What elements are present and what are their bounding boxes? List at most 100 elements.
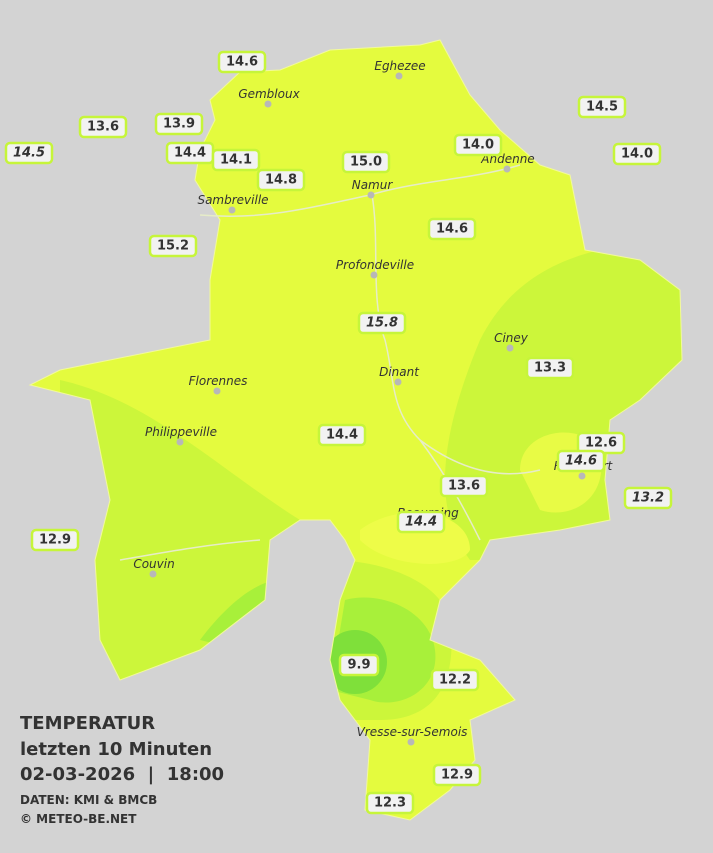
- station-value: 12.6: [585, 436, 617, 451]
- station-value: 14.1: [220, 153, 252, 168]
- city-dot: [578, 472, 586, 480]
- city-label: Namur: [352, 178, 394, 192]
- station-value: 13.6: [448, 479, 480, 494]
- station-value: 14.4: [405, 515, 437, 530]
- station: 12.3: [365, 791, 415, 815]
- station-box: [427, 217, 477, 241]
- station-value: 12.2: [439, 673, 471, 688]
- city-label: Eghezee: [374, 59, 425, 73]
- station: 14.4: [165, 141, 215, 165]
- station: 14.4: [396, 510, 446, 534]
- station: 14.6: [217, 50, 267, 74]
- station: 14.5: [577, 95, 627, 119]
- station-value: 14.6: [226, 55, 258, 70]
- city-label: Ciney: [494, 331, 529, 345]
- station-value: 15.0: [350, 155, 382, 170]
- station-value: 15.2: [157, 239, 189, 254]
- city-dot: [394, 378, 402, 386]
- subtitle: letzten 10 Minuten: [20, 739, 212, 760]
- station-box: [556, 449, 606, 473]
- city-dot: [370, 271, 378, 279]
- city-dot: [367, 191, 375, 199]
- city-dot: [176, 438, 184, 446]
- station-value: 15.8: [366, 316, 398, 331]
- station: 12.2: [430, 668, 480, 692]
- station-value: 14.0: [462, 138, 494, 153]
- station: 14.6: [427, 217, 477, 241]
- station: 13.2: [623, 486, 673, 510]
- station-box: [338, 653, 380, 677]
- station-box: [256, 168, 306, 192]
- station-box: [357, 311, 407, 335]
- station-box: [341, 150, 391, 174]
- station: 14.5: [4, 141, 54, 165]
- station-box: [317, 423, 367, 447]
- city-label: Profondeville: [336, 258, 414, 272]
- station-box: [612, 142, 662, 166]
- station: 9.9: [338, 653, 380, 677]
- station-box: [439, 474, 489, 498]
- station: 15.8: [357, 311, 407, 335]
- city-dot: [395, 72, 403, 80]
- city-label: Couvin: [133, 557, 174, 571]
- station: 15.2: [148, 234, 198, 258]
- station-value: 14.0: [621, 147, 653, 162]
- timestamp: 02-03-2026 | 18:00: [20, 764, 224, 785]
- station-box: [430, 668, 480, 692]
- city-label: Sambreville: [197, 193, 268, 207]
- station: 12.9: [432, 763, 482, 787]
- station-box: [365, 791, 415, 815]
- station-box: [453, 133, 503, 157]
- station-box: [432, 763, 482, 787]
- station: 12.9: [30, 528, 80, 552]
- city-dot: [506, 344, 514, 352]
- city-label: Vresse-sur-Semois: [357, 725, 468, 739]
- title: TEMPERATUR: [20, 713, 155, 734]
- station: 15.0: [341, 150, 391, 174]
- station: 14.0: [612, 142, 662, 166]
- city-dot: [407, 738, 415, 746]
- station-value: 12.9: [39, 533, 71, 548]
- station: 14.4: [317, 423, 367, 447]
- station-value: 14.6: [565, 454, 597, 469]
- station: 13.6: [78, 115, 128, 139]
- station-value: 14.6: [436, 222, 468, 237]
- station-value: 12.9: [441, 768, 473, 783]
- station: 14.6: [556, 449, 606, 473]
- station: 13.6: [439, 474, 489, 498]
- station: 14.0: [453, 133, 503, 157]
- city-dot: [264, 100, 272, 108]
- copyright: © METEO-BE.NET: [20, 812, 137, 826]
- station: 13.3: [525, 356, 575, 380]
- city-dot: [149, 570, 157, 578]
- station-value: 14.8: [265, 173, 297, 188]
- station-box: [623, 486, 673, 510]
- station: 14.8: [256, 168, 306, 192]
- station: 14.1: [211, 148, 261, 172]
- station-value: 12.3: [374, 796, 406, 811]
- station-box: [577, 95, 627, 119]
- station-box: [4, 141, 54, 165]
- station-value: 14.5: [13, 146, 45, 161]
- station-value: 13.6: [87, 120, 119, 135]
- city-dot: [503, 165, 511, 173]
- city-dot: [213, 387, 221, 395]
- city-label: Florennes: [189, 374, 248, 388]
- station-box: [78, 115, 128, 139]
- station-value: 9.9: [347, 658, 370, 673]
- station-box: [154, 112, 204, 136]
- station-value: 14.4: [174, 146, 206, 161]
- city-dot: [228, 206, 236, 214]
- station-box: [148, 234, 198, 258]
- station-box: [396, 510, 446, 534]
- city-label: Philippeville: [145, 425, 217, 439]
- station-value: 13.3: [534, 361, 566, 376]
- station-box: [217, 50, 267, 74]
- station: 13.9: [154, 112, 204, 136]
- station-value: 13.2: [632, 491, 664, 506]
- station-value: 14.4: [326, 428, 358, 443]
- station-value: 14.5: [586, 100, 618, 115]
- station-value: 13.9: [163, 117, 195, 132]
- station-box: [30, 528, 80, 552]
